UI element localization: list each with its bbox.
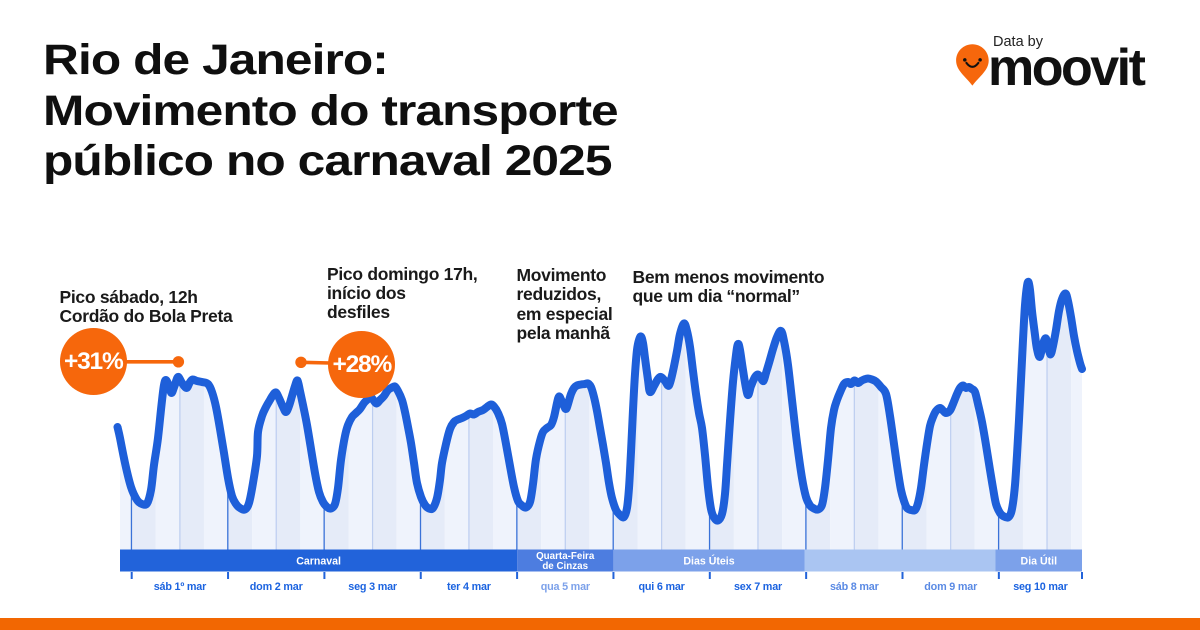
svg-text:seg 3 mar: seg 3 mar bbox=[348, 581, 398, 593]
svg-text:ter 4 mar: ter 4 mar bbox=[447, 581, 492, 593]
svg-text:sáb 8 mar: sáb 8 mar bbox=[830, 581, 880, 593]
svg-text:qui 6 mar: qui 6 mar bbox=[638, 581, 685, 593]
svg-text:Dia Útil: Dia Útil bbox=[1021, 554, 1058, 567]
svg-text:Carnaval: Carnaval bbox=[296, 555, 341, 567]
svg-text:seg 10 mar: seg 10 mar bbox=[1013, 581, 1068, 593]
svg-text:sex 7 mar: sex 7 mar bbox=[734, 581, 783, 593]
svg-text:Dias Úteis: Dias Úteis bbox=[683, 554, 734, 567]
svg-text:sáb 1º mar: sáb 1º mar bbox=[154, 581, 207, 593]
svg-text:dom 2 mar: dom 2 mar bbox=[250, 581, 304, 593]
svg-text:Quarta-Feira: Quarta-Feira bbox=[536, 551, 595, 562]
svg-text:dom 9 mar: dom 9 mar bbox=[924, 581, 978, 593]
svg-text:qua 5 mar: qua 5 mar bbox=[541, 581, 591, 593]
svg-text:de Cinzas: de Cinzas bbox=[542, 561, 588, 572]
